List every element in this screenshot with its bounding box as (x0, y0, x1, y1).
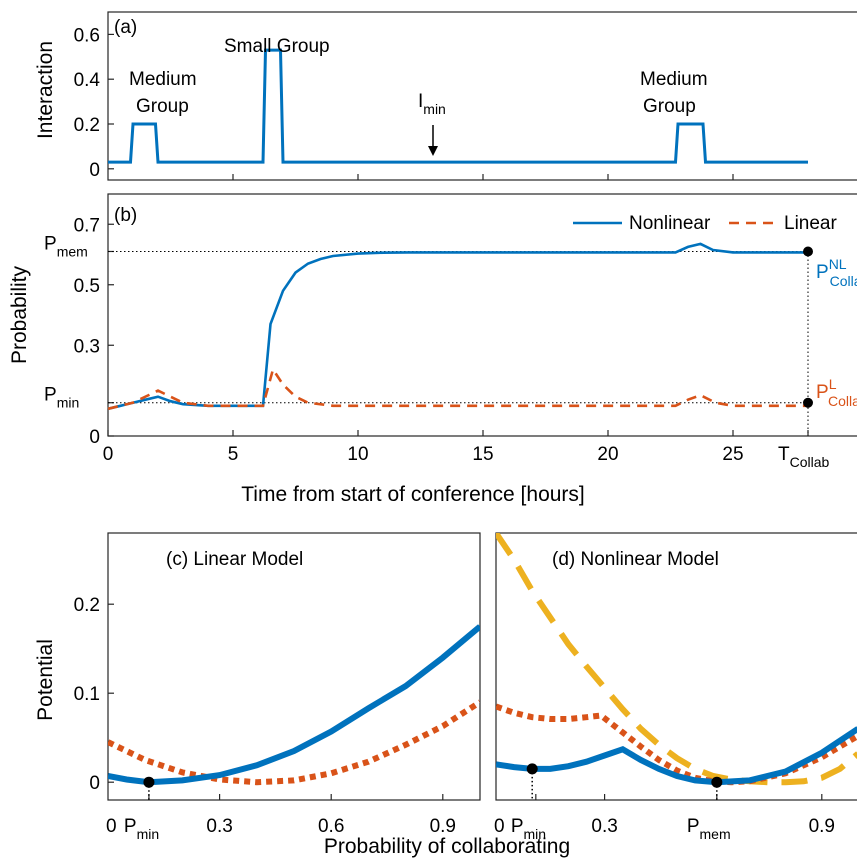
pc-xtick-label: 0.9 (430, 816, 456, 837)
pc-xtick-pmin-main: P (124, 816, 137, 837)
panel-b-xtick-tcollab: TCollab (778, 444, 830, 470)
annotation-imin-sub: min (423, 101, 446, 117)
pd-xtick-pmem-sub: mem (700, 826, 731, 842)
annotation-medium-group-1-line2: Group (136, 96, 189, 117)
pd-dashed-potential-line (496, 533, 857, 782)
panel-c: 0 0.1 0.2 0 0.3 0.6 0.9 Pmin (74, 533, 480, 842)
pc-ytick-label: 0.1 (74, 684, 100, 705)
p-collab-l-label-sup: L (829, 376, 837, 392)
p-collab-l-label-sub: Collab (828, 393, 857, 409)
pd-xtick-pmem: Pmem (687, 816, 731, 842)
legend-linear-label: Linear (784, 213, 837, 234)
p-collab-nl-label-sup: NL (829, 256, 847, 272)
bottom-xlabel: Probability of collaborating (324, 835, 570, 858)
panel-a-ytick-label: 0 (89, 160, 100, 181)
p-collab-l-label-main: P (816, 382, 829, 403)
pd-xtick-pmem-main: P (687, 816, 700, 837)
panel-b-ytick-label: 0 (89, 427, 100, 448)
panel-a: 0 0.2 0.4 0.6 (74, 12, 857, 181)
panel-a-frame (108, 12, 857, 180)
pd-xtick-zero: 0 (494, 816, 505, 837)
pc-min-marker (143, 777, 154, 788)
legend-nonlinear-label: Nonlinear (629, 213, 711, 234)
panel-b-ytick-label: 0.3 (74, 336, 100, 357)
panel-a-ylabel: Interaction (34, 41, 57, 139)
panel-b-xtick-tcollab-sub: Collab (790, 454, 830, 470)
panel-b-xtick-label: 15 (472, 444, 493, 465)
pc-ytick-label: 0.2 (74, 595, 100, 616)
panel-b-xtick-label: 25 (722, 444, 743, 465)
linear-end-marker (803, 398, 813, 408)
p-collab-l-label: PLCollab (816, 376, 857, 409)
interaction-line (108, 50, 808, 162)
panel-a-label: (a) (114, 17, 137, 38)
pc-frame (108, 533, 480, 800)
annotation-medium-group-1-line1: Medium (129, 69, 197, 90)
panel-b-xtick-label: 10 (347, 444, 368, 465)
panel-b-ytick-pmem-main: P (44, 233, 57, 254)
panel-b-xtick-label: 0 (103, 444, 114, 465)
panel-b-label: (b) (114, 205, 137, 226)
panel-b-xtick-label: 20 (597, 444, 618, 465)
pd-xtick-label: 0.9 (809, 816, 835, 837)
panel-a-ytick-label: 0.2 (74, 115, 100, 136)
panel-b-ylabel: Probability (8, 265, 31, 364)
annotation-medium-group-2-line1: Medium (640, 69, 708, 90)
pc-xtick-pmin: Pmin (124, 816, 159, 842)
panel-d-title: (d) Nonlinear Model (552, 549, 719, 570)
pd-min-marker (711, 777, 722, 788)
panel-b-xtick-label: 5 (228, 444, 239, 465)
annotation-medium-group-2-line2: Group (643, 96, 696, 117)
pc-ytick-label: 0 (89, 773, 100, 794)
pc-dotted-potential-line (108, 702, 480, 782)
panel-a-ytick-label: 0.4 (74, 70, 101, 91)
annotation-imin: Imin (418, 91, 446, 117)
pc-xtick-label: 0.6 (318, 816, 344, 837)
pd-min-marker (527, 763, 538, 774)
annotation-small-group: Small Group (224, 36, 330, 57)
panel-b-frame (108, 194, 857, 436)
panel-b-xlabel: Time from start of conference [hours] (241, 483, 585, 506)
imin-arrow-head (428, 146, 438, 156)
pc-xtick-pmin-sub: min (137, 826, 160, 842)
nonlinear-probability-line (108, 244, 808, 409)
panel-c-ylabel: Potential (34, 639, 57, 721)
panel-b-ytick-pmin: Pmin (44, 385, 79, 411)
panel-b-xtick-tcollab-main: T (778, 444, 790, 465)
pc-xtick-label: 0.3 (206, 816, 232, 837)
pd-xtick-pmin-main: P (511, 816, 524, 837)
panel-b-ytick-pmin-sub: min (57, 395, 80, 411)
panel-b-ytick-label: 0.5 (74, 276, 100, 297)
p-collab-nl-label: PNLCollab (816, 256, 857, 289)
panel-b-ytick-label: 0.7 (74, 215, 100, 236)
pc-solid-potential-line (108, 627, 480, 783)
panel-b-ytick-pmin-main: P (44, 385, 57, 406)
nonlinear-end-marker (803, 246, 813, 256)
pc-xtick-zero: 0 (106, 816, 117, 837)
panel-b-ytick-pmem-sub: mem (57, 243, 88, 259)
panel-c-title: (c) Linear Model (166, 549, 303, 570)
panel-b-ytick-pmem: Pmem (44, 233, 88, 259)
panel-a-ytick-label: 0.6 (74, 25, 100, 46)
pd-xtick-label: 0.3 (591, 816, 617, 837)
p-collab-nl-label-sub: Collab (830, 273, 857, 289)
p-collab-nl-label-main: P (816, 262, 829, 283)
